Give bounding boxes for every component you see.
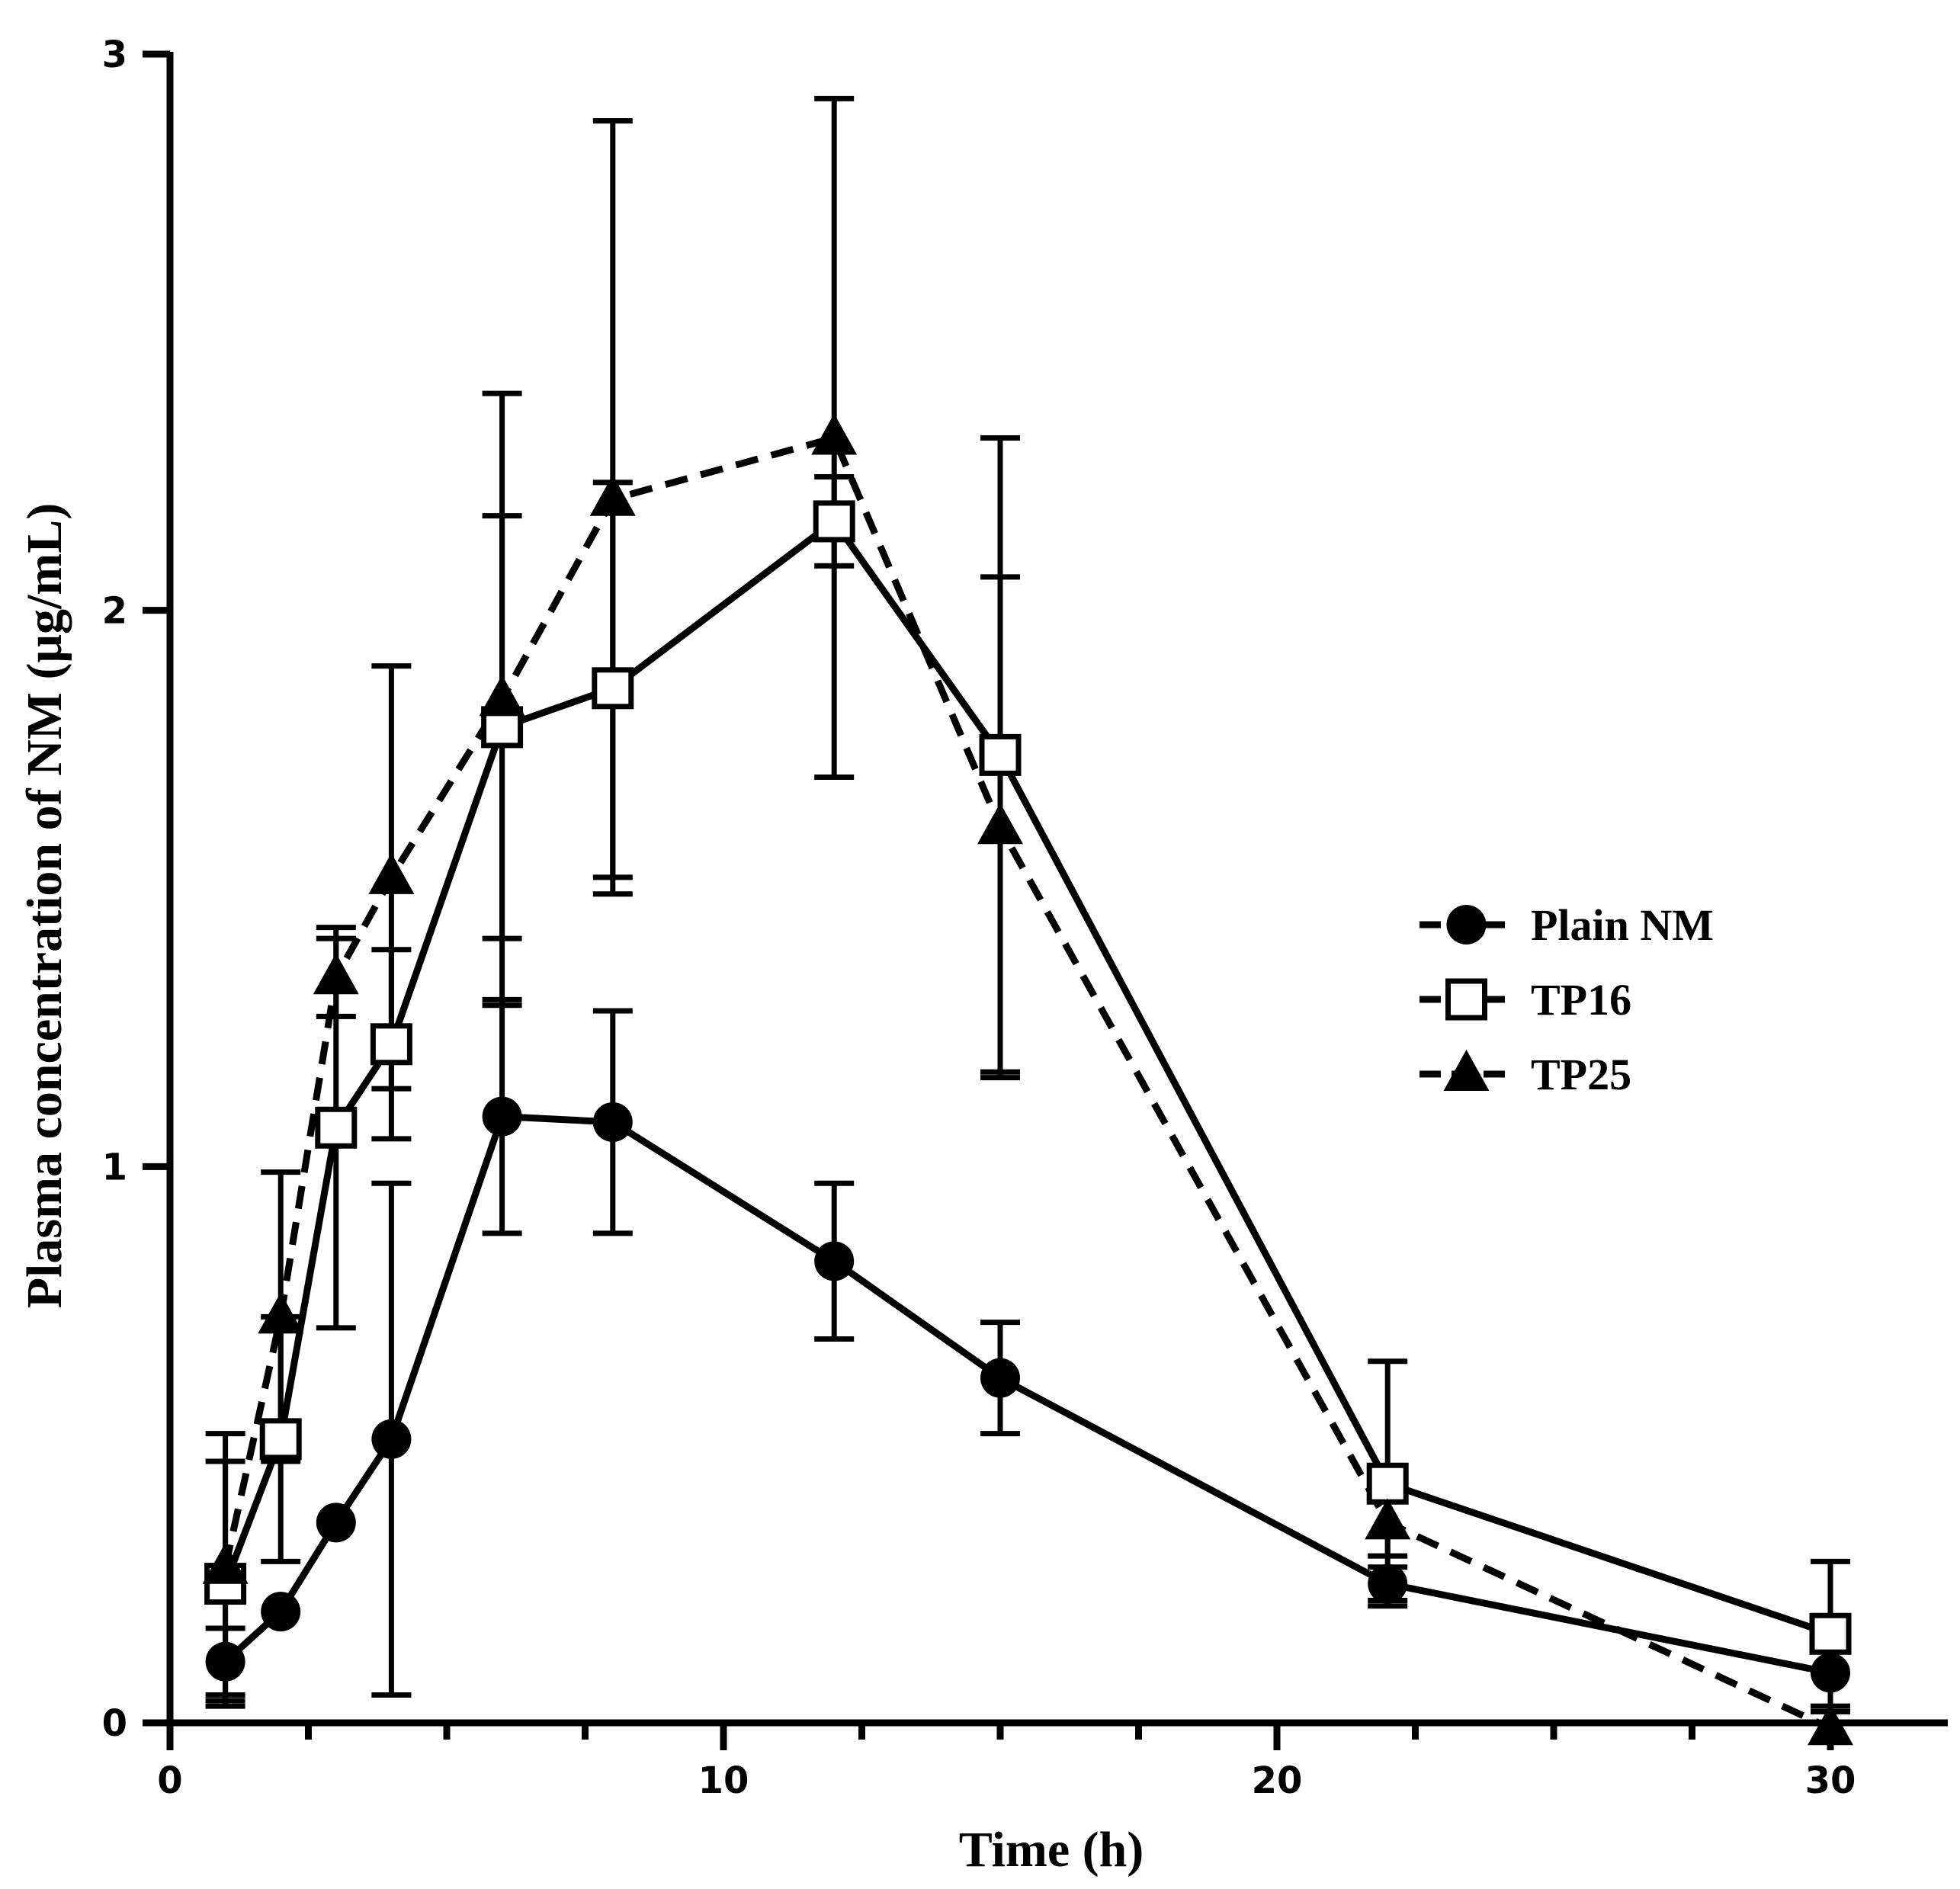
data-point <box>479 675 525 717</box>
series-plain-nm <box>205 996 1831 1698</box>
data-point <box>589 474 636 516</box>
series-line <box>223 1113 1831 1676</box>
legend: Plain NM TP16 TP25 <box>1419 900 1714 1099</box>
markers-plain-nm <box>205 1096 1850 1693</box>
data-point <box>1365 1498 1411 1540</box>
x-axis-title: Time (h) <box>959 1822 1144 1878</box>
legend-label: TP16 <box>1531 975 1631 1025</box>
y-tick-label: 1 <box>102 1146 127 1188</box>
data-point <box>370 1023 412 1066</box>
series-line <box>222 434 1832 1732</box>
data-point <box>811 413 858 455</box>
markers-tp16 <box>204 500 1852 1655</box>
x-tick-label: 30 <box>1805 1759 1856 1802</box>
data-point <box>592 1102 633 1142</box>
data-point <box>980 1358 1020 1398</box>
legend-marker <box>1446 905 1487 944</box>
data-point <box>1809 1612 1852 1655</box>
data-point <box>979 733 1022 776</box>
data-point <box>1366 1462 1409 1505</box>
legend-item: TP16 <box>1419 975 1631 1025</box>
data-point <box>368 852 415 894</box>
data-point <box>814 1241 855 1281</box>
data-point <box>371 1419 412 1459</box>
data-point <box>1368 1563 1408 1604</box>
series-line <box>222 518 1832 1637</box>
data-point <box>315 1106 358 1149</box>
series-group <box>202 95 1853 1746</box>
x-tick-label: 20 <box>1252 1759 1303 1802</box>
data-point <box>313 953 359 995</box>
data-point <box>977 803 1023 845</box>
legend-item: TP25 <box>1419 1050 1631 1099</box>
data-point <box>316 1503 356 1543</box>
y-tick-label: 3 <box>102 34 127 76</box>
data-point <box>813 500 855 543</box>
legend-label: Plain NM <box>1531 900 1714 950</box>
legend-marker <box>1443 1050 1490 1091</box>
data-point <box>261 1592 301 1632</box>
data-point <box>1811 1653 1850 1693</box>
legend-item: Plain NM <box>1419 900 1714 950</box>
data-point <box>205 1641 245 1682</box>
data-point <box>259 1418 302 1461</box>
data-point <box>202 1542 249 1584</box>
axes-group: 0 10 20 30 0 1 2 3 <box>102 34 1948 1802</box>
legend-marker <box>1445 978 1487 1021</box>
data-point <box>482 1096 522 1137</box>
data-point <box>258 1292 304 1334</box>
x-tick-label: 0 <box>157 1759 182 1802</box>
markers-tp25 <box>202 413 1853 1746</box>
y-tick-label: 2 <box>102 590 127 633</box>
x-tick-label: 10 <box>698 1759 749 1802</box>
legend-label: TP25 <box>1531 1050 1631 1099</box>
data-point <box>592 667 634 710</box>
y-tick-label: 0 <box>102 1702 127 1745</box>
y-axis-title: Plasma concentration of NM (μg/mL) <box>17 503 72 1309</box>
